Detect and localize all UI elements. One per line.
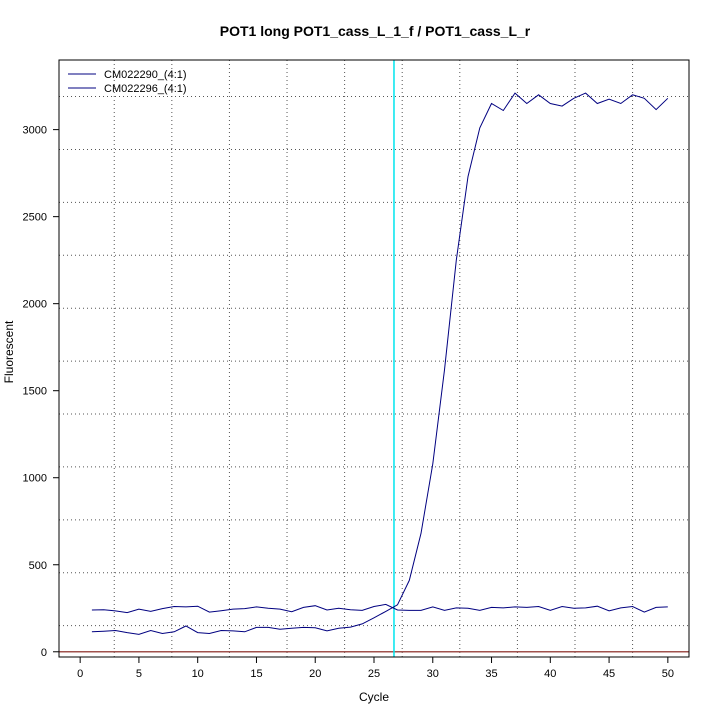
x-tick-label: 5 <box>136 668 142 680</box>
y-axis-label: Fluorescent <box>2 320 16 383</box>
y-tick-label: 500 <box>29 560 47 572</box>
x-tick-label: 10 <box>192 668 204 680</box>
y-tick-label: 3000 <box>23 125 47 137</box>
axes: 0 5 10 15 20 25 30 35 40 45 5005001000150020002500… <box>23 125 674 680</box>
x-tick-label: 45 <box>603 668 615 680</box>
x-tick-label: 30 <box>427 668 439 680</box>
series-lines <box>91 92 669 635</box>
legend: CM022290_(4:1) CM022296_(4:1) <box>68 69 187 95</box>
x-tick-label: 50 <box>662 668 674 680</box>
x-tick-label: 40 <box>544 668 556 680</box>
series-line-1 <box>91 92 669 635</box>
y-tick-label: 2000 <box>23 299 47 311</box>
x-tick-label: 0 <box>77 668 83 680</box>
y-tick-label: 1000 <box>23 473 47 485</box>
y-tick-label: 0 <box>41 647 47 659</box>
x-axis-label: Cycle <box>359 690 389 704</box>
series-line-2 <box>91 603 668 614</box>
x-tick-label: 35 <box>485 668 497 680</box>
x-tick-label: 25 <box>368 668 380 680</box>
legend-entry-label: CM022296_(4:1) <box>104 83 187 95</box>
grid <box>59 60 689 657</box>
legend-entry-label: CM022290_(4:1) <box>104 69 187 81</box>
chart-title: POT1 long POT1_cass_L_1_f / POT1_cass_L_… <box>220 23 531 39</box>
y-tick-label: 1500 <box>23 386 47 398</box>
x-tick-label: 15 <box>250 668 262 680</box>
reference-lines <box>59 60 689 657</box>
x-tick-label: 20 <box>309 668 321 680</box>
y-tick-label: 2500 <box>23 212 47 224</box>
